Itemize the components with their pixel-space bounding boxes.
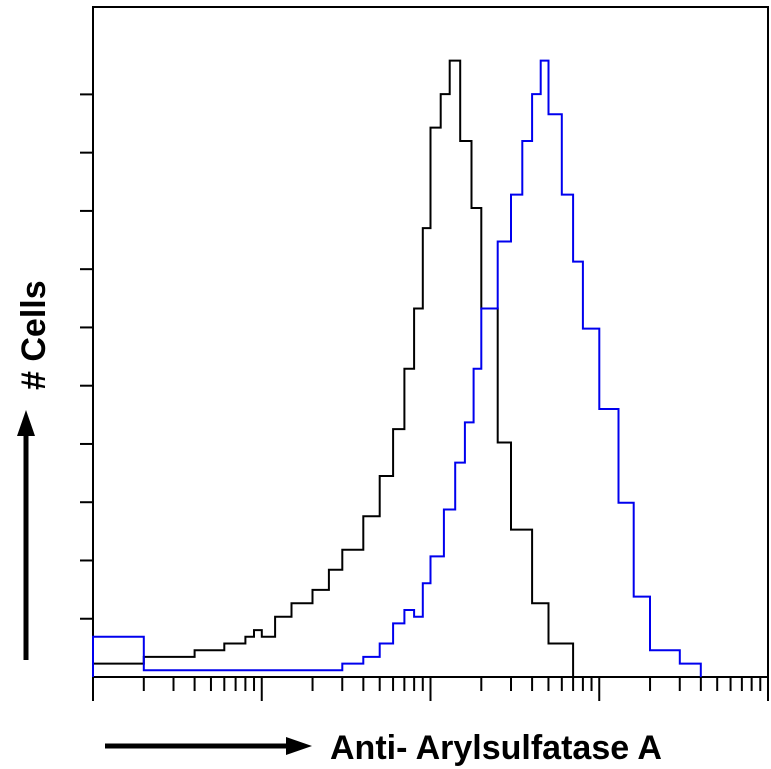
x-axis-label: Anti- Arylsulfatase A xyxy=(330,729,662,767)
y-axis-label: # Cells xyxy=(15,280,53,390)
series-layer xyxy=(92,59,702,677)
series-2-histogram xyxy=(92,59,702,677)
x-axis-ticks xyxy=(92,677,769,701)
x-axis-arrow xyxy=(105,737,312,755)
y-axis-arrow xyxy=(17,410,35,660)
series-1-histogram xyxy=(92,59,575,677)
y-axis-ticks xyxy=(80,93,93,620)
